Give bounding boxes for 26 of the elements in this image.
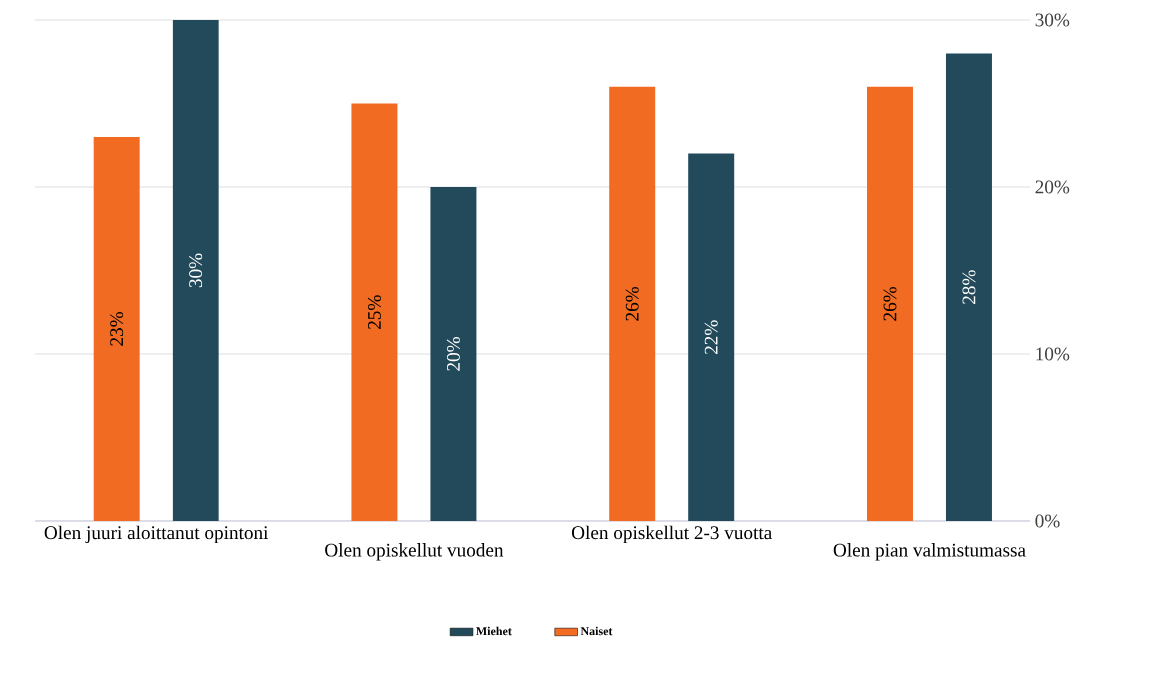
- bar: [866, 86, 913, 521]
- bar: [609, 86, 656, 521]
- x-tick-label: Olen pian valmistumassa: [833, 543, 1026, 561]
- y-tick-label: 20%: [1035, 180, 1070, 194]
- data-label: 26%: [625, 286, 639, 321]
- x-tick-label: Olen opiskellut 2-3 vuotta: [571, 525, 772, 544]
- bar: [351, 103, 398, 521]
- bar: [93, 136, 140, 521]
- data-label: 22%: [704, 320, 718, 355]
- y-tick-label: 30%: [1035, 13, 1070, 27]
- x-tick-label: Olen opiskellut vuoden: [325, 543, 504, 561]
- data-label: 28%: [962, 270, 976, 304]
- bar: [430, 186, 477, 521]
- legend-label: Miehet: [476, 626, 512, 636]
- x-tick-label: Olen juuri aloittanut opintoni: [44, 525, 269, 544]
- data-label: 20%: [446, 337, 460, 371]
- data-label: 23%: [110, 312, 124, 346]
- legend-label: Naiset: [580, 626, 613, 636]
- data-label: 26%: [883, 286, 897, 321]
- data-label: 30%: [189, 253, 203, 288]
- y-tick-label: 10%: [1036, 347, 1070, 361]
- bar: [945, 53, 992, 521]
- data-label: 25%: [367, 295, 381, 329]
- bar: [172, 20, 219, 521]
- bar: [688, 153, 735, 521]
- y-tick-label: 0%: [1035, 514, 1060, 528]
